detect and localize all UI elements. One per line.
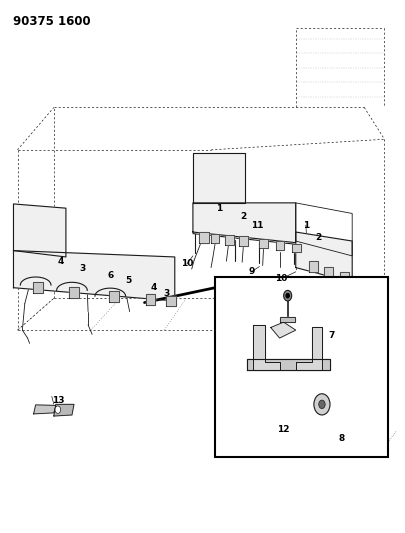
Circle shape — [283, 290, 291, 301]
Polygon shape — [198, 232, 209, 243]
Text: 90375 1600: 90375 1600 — [13, 14, 91, 28]
Polygon shape — [323, 266, 332, 277]
Polygon shape — [239, 236, 247, 246]
Circle shape — [318, 400, 324, 409]
Polygon shape — [34, 405, 55, 414]
Text: 9: 9 — [247, 268, 254, 276]
Polygon shape — [259, 239, 268, 248]
Text: 8: 8 — [338, 434, 344, 443]
Text: 2: 2 — [314, 233, 320, 242]
Text: 10: 10 — [180, 260, 193, 268]
Polygon shape — [308, 261, 317, 272]
Polygon shape — [295, 232, 351, 282]
Polygon shape — [166, 296, 175, 306]
Circle shape — [286, 294, 289, 298]
Text: 3: 3 — [163, 288, 169, 297]
Text: 13: 13 — [52, 395, 65, 405]
Polygon shape — [33, 282, 43, 293]
Text: 10: 10 — [275, 274, 287, 283]
Polygon shape — [280, 317, 294, 322]
Polygon shape — [192, 203, 295, 243]
Text: 2: 2 — [240, 212, 246, 221]
Polygon shape — [270, 322, 295, 338]
Polygon shape — [295, 327, 321, 370]
Polygon shape — [253, 325, 279, 370]
Polygon shape — [13, 204, 66, 257]
Polygon shape — [69, 287, 79, 298]
Text: 1: 1 — [302, 221, 308, 230]
Polygon shape — [339, 272, 348, 282]
Polygon shape — [211, 233, 219, 243]
Text: 4: 4 — [150, 283, 157, 292]
Polygon shape — [192, 152, 245, 203]
Polygon shape — [247, 359, 329, 370]
Polygon shape — [13, 251, 174, 301]
Polygon shape — [225, 235, 233, 245]
Polygon shape — [145, 294, 155, 305]
Polygon shape — [109, 292, 119, 302]
Circle shape — [55, 406, 60, 414]
Text: 7: 7 — [328, 331, 335, 340]
Text: 11: 11 — [251, 221, 263, 230]
Text: 3: 3 — [79, 264, 85, 272]
Polygon shape — [291, 244, 300, 252]
Polygon shape — [54, 405, 74, 416]
Bar — [215, 277, 388, 457]
Text: 6: 6 — [107, 271, 113, 280]
Text: 5: 5 — [125, 276, 131, 285]
Circle shape — [313, 394, 329, 415]
Text: 4: 4 — [58, 257, 64, 265]
Text: 12: 12 — [277, 425, 289, 434]
Text: 1: 1 — [215, 204, 222, 213]
Polygon shape — [275, 241, 284, 249]
